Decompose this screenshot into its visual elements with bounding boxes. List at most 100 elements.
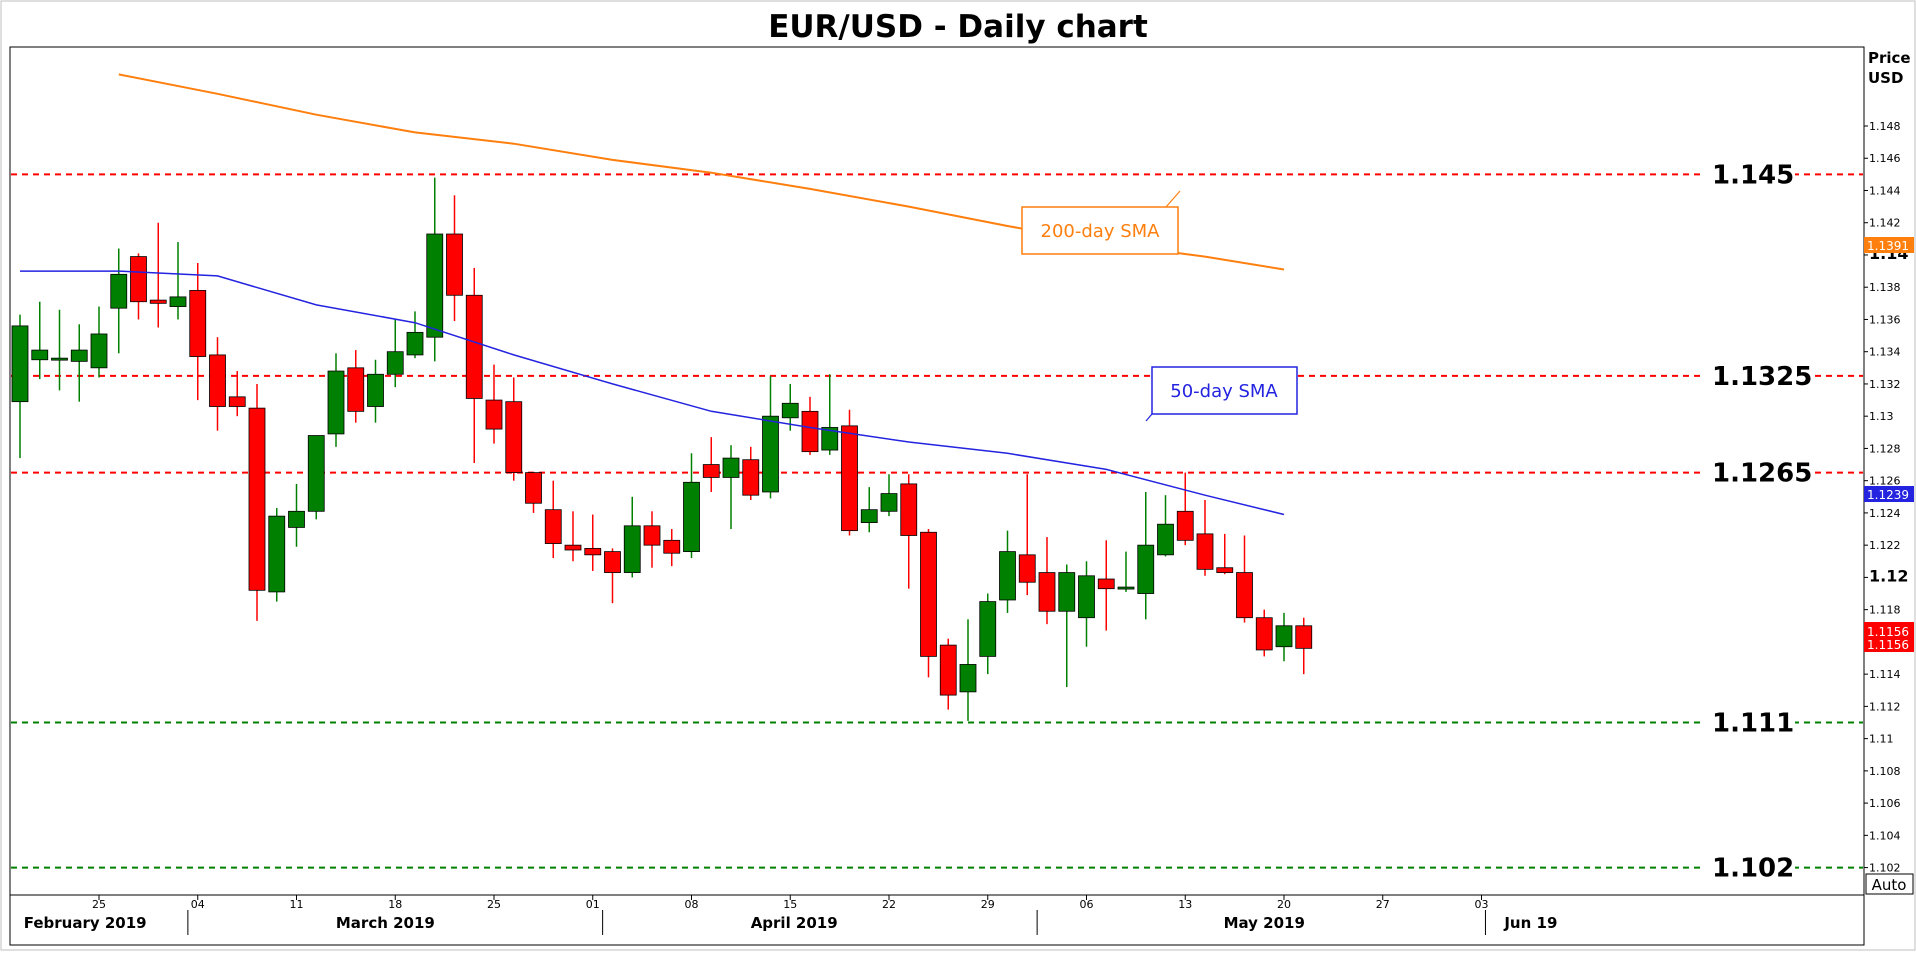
candle-body-17	[347, 367, 365, 412]
candle-body-50	[999, 551, 1016, 601]
candle-body-26	[525, 472, 542, 504]
candle-body-22	[446, 233, 463, 296]
x-tick-label-5: 01	[586, 898, 600, 911]
candle-body-10	[209, 354, 226, 407]
y-tick-label-8: 1.132	[1869, 378, 1901, 391]
sma50-annotation: 50-day SMA	[1145, 366, 1298, 422]
candle-body-32	[643, 525, 661, 546]
candle-body-46	[920, 531, 937, 657]
x-tick-label-3: 18	[388, 898, 402, 911]
auto-scale-button-label[interactable]: Auto	[1872, 876, 1907, 894]
candle-body-48	[959, 664, 977, 693]
candle-body-23	[465, 294, 483, 399]
sma50-value-tag-label: 1.1239	[1867, 488, 1909, 502]
candle-body-12	[248, 407, 266, 591]
candle-body-21	[426, 233, 444, 338]
x-axis-area	[9, 894, 1865, 946]
sma200-label: 200-day SMA	[1041, 221, 1161, 242]
level-label-1: 1.1325	[1712, 362, 1812, 392]
candle-body-55	[1097, 578, 1115, 590]
x-tick-label-0: 25	[92, 898, 106, 911]
y-tick-label-13: 1.122	[1869, 539, 1901, 552]
sma50-label-box	[1151, 366, 1298, 415]
candle-body-62	[1236, 572, 1253, 619]
y-tick-label-15: 1.118	[1869, 604, 1901, 617]
level-label-bg-0	[1700, 161, 1795, 188]
x-tick-label-6: 08	[685, 898, 699, 911]
candle-body-63	[1255, 617, 1273, 651]
y-tick-label-2: 1.144	[1869, 184, 1901, 197]
candle-body-39	[781, 402, 799, 419]
y-tick-label-1: 1.146	[1869, 152, 1901, 165]
candle-body-42	[841, 425, 858, 532]
y-tick-label-12: 1.124	[1869, 507, 1901, 520]
candle-body-51	[1018, 554, 1036, 583]
sma50-value-tag: 1.1239	[1864, 486, 1914, 502]
candle-body-14	[288, 510, 305, 528]
candle-body-28	[564, 544, 582, 551]
auto-scale-button[interactable]: Auto	[1865, 873, 1914, 895]
candle-body-57	[1137, 544, 1155, 594]
y-tick-label-21: 1.106	[1869, 797, 1901, 810]
month-label-1: March 2019	[336, 914, 435, 932]
candle-body-41	[821, 427, 839, 451]
y-tick-label-5: 1.138	[1869, 281, 1901, 294]
x-tick-label-7: 15	[783, 898, 797, 911]
y-tick-label-20: 1.108	[1869, 765, 1901, 778]
y-tick-label-0: 1.148	[1869, 120, 1901, 133]
candle-body-36	[722, 457, 740, 478]
candle-body-11	[228, 396, 246, 407]
x-tick-label-9: 29	[981, 898, 995, 911]
y-tick-label-18: 1.112	[1869, 700, 1901, 713]
candle-body-24	[485, 399, 503, 430]
x-tick-label-12: 20	[1277, 898, 1291, 911]
candle-body-49	[979, 601, 997, 657]
candle-body-3	[70, 349, 88, 362]
candle-body-6	[130, 256, 147, 303]
y-tick-label-3: 1.142	[1869, 217, 1901, 230]
candle-body-20	[406, 331, 424, 356]
y-tick-label-19: 1.11	[1869, 733, 1894, 746]
level-label-bg-3	[1700, 709, 1795, 736]
auto-scale-button-bg[interactable]	[1865, 873, 1914, 895]
candle-body-33	[663, 539, 681, 554]
candle-body-65	[1295, 625, 1313, 649]
level-label-bg-4	[1700, 854, 1795, 881]
candle-body-15	[307, 435, 325, 512]
candle-body-35	[702, 464, 720, 478]
candle-body-29	[584, 547, 602, 556]
candle-body-19	[386, 351, 404, 375]
candle-body-0	[11, 325, 29, 403]
candle-body-27	[544, 509, 562, 544]
candle-body-5	[110, 273, 128, 309]
candle-body-43	[860, 509, 878, 523]
candle-body-25	[505, 401, 523, 474]
sma200-annotation: 200-day SMA	[1021, 190, 1181, 255]
candle-body-9	[189, 290, 207, 357]
candle-body-13	[268, 515, 286, 593]
level-label-3: 1.111	[1712, 708, 1794, 738]
candle-body-1	[31, 349, 49, 361]
candle-body-44	[880, 493, 898, 512]
candle-body-40	[801, 410, 819, 453]
candle-body-45	[900, 483, 918, 536]
x-tick-label-4: 25	[487, 898, 501, 911]
candle-body-37	[742, 459, 760, 496]
candle-body-31	[623, 525, 641, 573]
x-tick-label-8: 22	[882, 898, 896, 911]
level-label-bg-2	[1700, 459, 1810, 486]
y-tick-label-10: 1.128	[1869, 442, 1901, 455]
x-tick-label-1: 04	[191, 898, 205, 911]
sma50-label: 50-day SMA	[1170, 381, 1278, 402]
candle-body-54	[1078, 575, 1095, 619]
last-price-tag-bg	[1864, 622, 1914, 652]
level-label-4: 1.102	[1712, 854, 1794, 884]
month-label-3: May 2019	[1224, 914, 1305, 932]
last-price-tag-label-2: 1.1156	[1867, 638, 1909, 652]
sma200-value-tag-bg	[1864, 237, 1914, 253]
candle-body-56	[1117, 586, 1135, 590]
x-tick-label-10: 06	[1080, 898, 1094, 911]
candle-body-52	[1038, 572, 1056, 612]
